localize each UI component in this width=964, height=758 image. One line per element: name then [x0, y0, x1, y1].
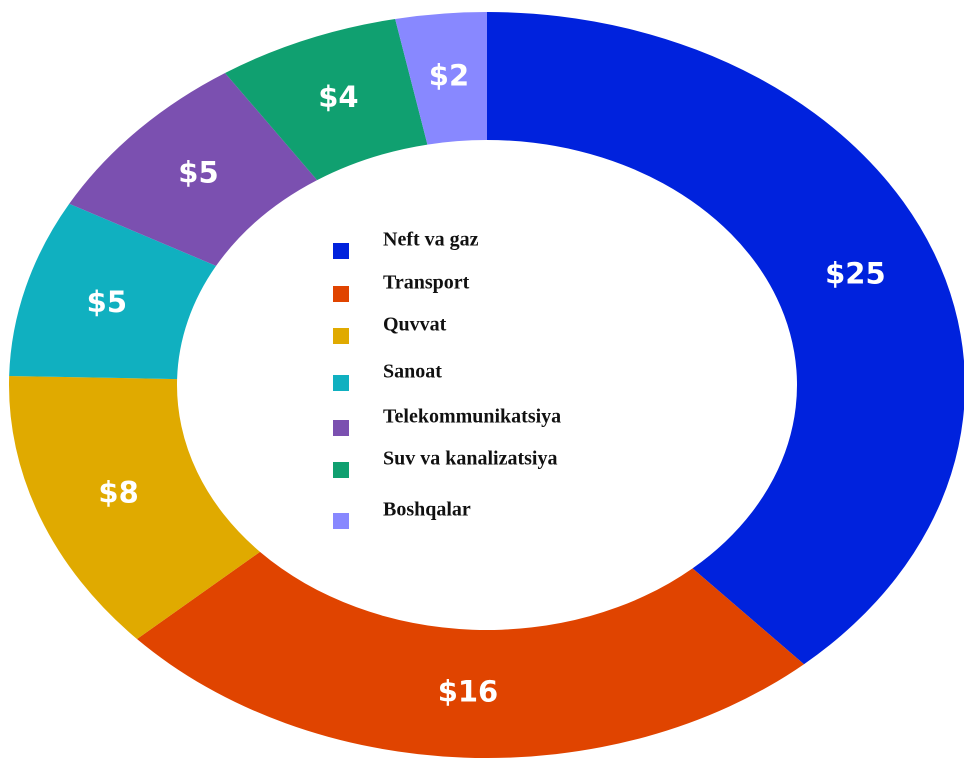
- legend-swatch: [333, 375, 349, 391]
- legend-swatch: [333, 328, 349, 344]
- value-label: $8: [98, 476, 138, 510]
- value-label: $4: [318, 80, 358, 114]
- legend-label: Transport: [383, 272, 470, 294]
- legend-label: Suv va kanalizatsiya: [383, 448, 557, 470]
- legend-label: Neft va gaz: [383, 229, 479, 251]
- legend-label: Telekommunikatsiya: [383, 406, 561, 428]
- donut-segment: [395, 12, 487, 145]
- legend-label: Quvvat: [383, 314, 447, 336]
- value-label: $16: [438, 675, 499, 709]
- value-label: $2: [429, 58, 469, 92]
- legend-swatch: [333, 420, 349, 436]
- donut-segment: [9, 203, 217, 380]
- donut-segment: [487, 12, 964, 665]
- legend-label: Boshqalar: [383, 499, 471, 521]
- value-label: $25: [825, 256, 886, 290]
- donut-segment: [69, 72, 318, 266]
- legend-swatch: [333, 513, 349, 529]
- value-label: $5: [87, 285, 127, 319]
- legend-swatch: [333, 243, 349, 259]
- legend-label: Sanoat: [383, 361, 442, 383]
- donut-segment: [9, 375, 260, 640]
- donut-segment: [136, 551, 804, 758]
- value-label: $5: [178, 156, 218, 190]
- legend-swatch: [333, 462, 349, 478]
- legend-swatch: [333, 286, 349, 302]
- donut-segment: [225, 18, 428, 181]
